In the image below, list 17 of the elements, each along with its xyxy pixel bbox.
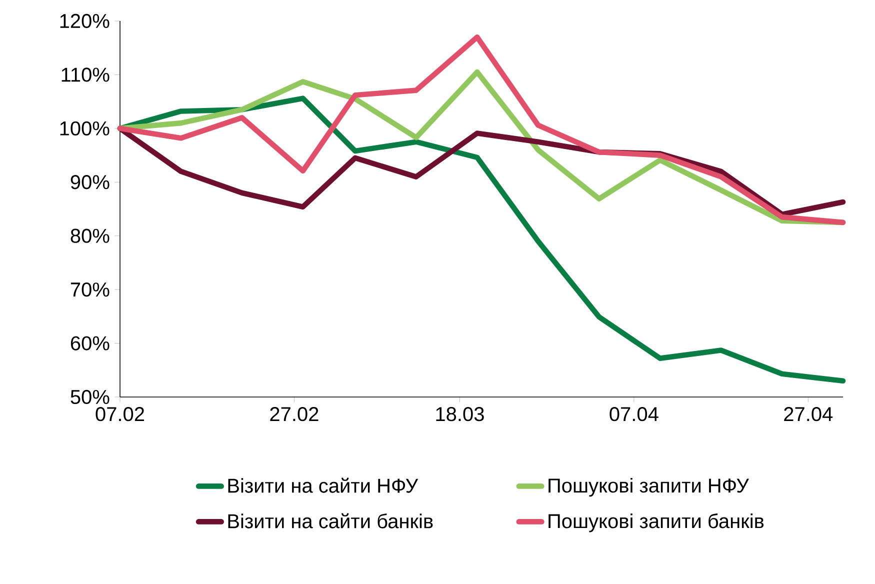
legend-label: Візити на сайти банків	[228, 513, 433, 528]
x-tick-label: 18.03	[436, 407, 484, 422]
legend-label: Пошукові запити банків	[548, 513, 764, 532]
y-tick-label: 50%	[70, 390, 110, 404]
y-tick-label: 80%	[70, 228, 110, 243]
x-tick-label: 27.04	[784, 407, 833, 422]
x-tick-label: 07.04	[610, 407, 658, 422]
y-tick-label: 110%	[62, 68, 110, 82]
legend-label: Візити на сайти НФУ	[228, 478, 418, 493]
x-tick-label: 07.02	[96, 407, 144, 422]
y-tick-label: 120%	[60, 14, 110, 28]
x-tick-label: 27.02	[270, 407, 318, 422]
y-tick-label: 100%	[60, 121, 110, 136]
y-tick-label: 60%	[70, 336, 110, 350]
legend-label: Пошукові запити НФУ	[548, 478, 749, 497]
y-tick-label: 70%	[70, 282, 110, 297]
y-tick-label: 90%	[70, 175, 110, 190]
